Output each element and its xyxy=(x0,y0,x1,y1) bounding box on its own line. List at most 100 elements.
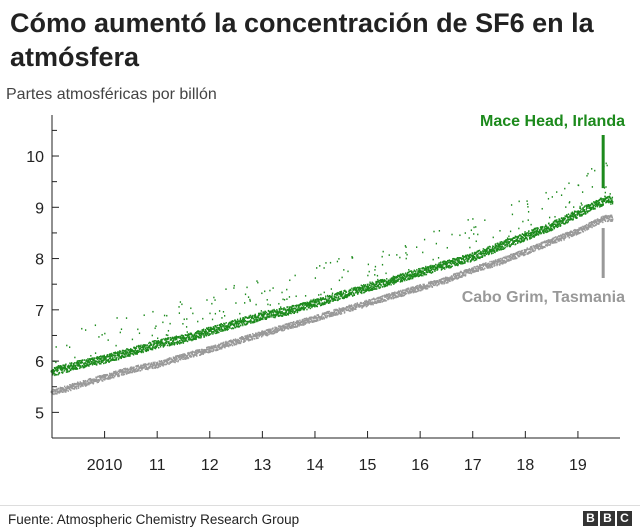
data-point xyxy=(133,351,136,353)
data-point xyxy=(401,295,404,297)
data-point xyxy=(434,268,437,271)
data-point xyxy=(316,318,318,320)
data-point xyxy=(351,306,353,309)
data-point xyxy=(408,274,411,277)
data-point xyxy=(220,347,223,350)
data-point xyxy=(271,310,273,312)
data-point xyxy=(82,385,84,387)
data-point xyxy=(136,365,138,368)
data-point xyxy=(365,301,367,303)
data-point xyxy=(206,299,208,301)
data-point xyxy=(392,280,394,283)
data-point xyxy=(195,354,198,356)
data-point xyxy=(271,330,274,333)
data-point xyxy=(124,371,126,373)
data-point xyxy=(128,368,130,371)
data-point xyxy=(348,292,350,295)
data-point xyxy=(577,231,580,234)
data-point xyxy=(220,328,223,330)
data-point xyxy=(275,331,277,334)
data-point xyxy=(547,242,549,244)
data-point xyxy=(411,288,414,291)
data-point xyxy=(410,276,412,279)
data-point xyxy=(338,307,340,310)
data-point xyxy=(424,267,427,270)
data-point xyxy=(189,339,191,341)
data-point xyxy=(324,312,327,315)
data-point xyxy=(72,367,75,370)
data-point xyxy=(423,272,425,274)
data-point xyxy=(549,242,552,245)
data-point xyxy=(66,367,68,370)
data-point xyxy=(386,295,389,298)
data-point xyxy=(382,295,384,297)
data-point xyxy=(231,327,234,329)
data-point xyxy=(385,280,387,282)
data-point xyxy=(434,265,436,268)
data-point xyxy=(58,366,60,368)
data-point xyxy=(271,331,273,334)
data-point xyxy=(404,275,406,278)
data-point xyxy=(197,320,199,323)
data-point xyxy=(99,376,102,379)
data-point xyxy=(392,281,394,283)
data-point xyxy=(340,311,342,314)
data-point xyxy=(381,263,384,266)
data-point xyxy=(510,256,513,259)
data-point xyxy=(598,219,601,221)
data-point xyxy=(317,315,320,318)
data-point xyxy=(121,355,123,357)
data-point xyxy=(118,374,120,377)
data-point xyxy=(363,284,365,286)
data-point xyxy=(120,373,123,376)
data-point xyxy=(388,280,390,283)
data-point xyxy=(200,353,202,355)
data-point xyxy=(351,287,353,290)
data-point xyxy=(147,368,149,371)
data-point xyxy=(365,299,367,302)
data-point xyxy=(80,362,82,365)
data-point xyxy=(275,330,278,332)
data-point xyxy=(138,369,140,372)
data-point xyxy=(385,293,388,296)
data-point xyxy=(411,288,413,290)
data-point xyxy=(414,288,417,291)
data-point xyxy=(399,278,401,280)
data-point xyxy=(244,324,246,326)
data-point xyxy=(274,315,277,318)
data-point xyxy=(169,344,171,347)
data-point xyxy=(544,246,546,249)
data-point xyxy=(71,362,73,365)
data-point xyxy=(215,328,218,331)
data-point xyxy=(280,306,282,308)
data-point xyxy=(233,324,236,326)
data-point xyxy=(612,218,614,220)
data-point xyxy=(479,264,481,266)
data-point xyxy=(71,366,74,369)
data-point xyxy=(323,298,326,301)
data-point xyxy=(237,339,240,342)
data-point xyxy=(56,389,59,391)
data-point xyxy=(437,266,439,268)
data-point xyxy=(245,316,248,319)
data-point xyxy=(195,349,197,352)
data-point xyxy=(80,359,82,362)
data-point xyxy=(231,323,233,325)
data-point xyxy=(385,282,388,284)
data-point xyxy=(143,348,145,351)
data-point xyxy=(79,383,81,386)
data-point xyxy=(348,293,350,295)
data-point xyxy=(73,364,75,366)
data-point xyxy=(135,351,137,354)
data-point xyxy=(529,247,531,250)
data-point xyxy=(187,357,190,359)
data-point xyxy=(233,324,235,326)
series-cabo-grim xyxy=(50,214,614,396)
data-point xyxy=(155,325,157,328)
data-point xyxy=(406,279,408,281)
data-point xyxy=(400,295,402,298)
data-point xyxy=(359,304,361,306)
data-point xyxy=(286,306,288,308)
data-point xyxy=(390,281,392,284)
data-point xyxy=(172,356,175,359)
